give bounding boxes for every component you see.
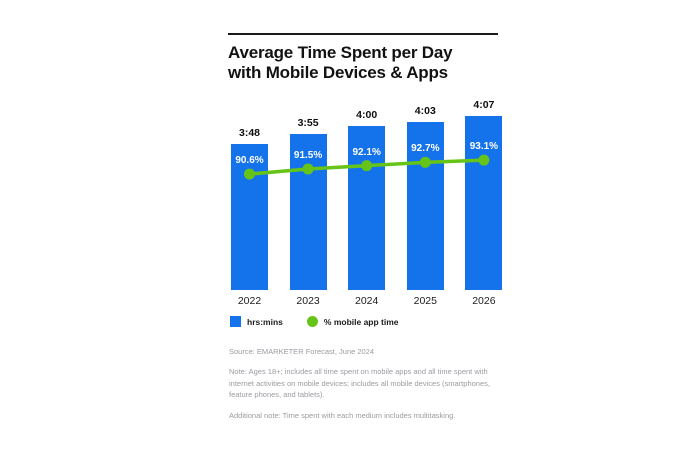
- x-tick-2024: 2024: [355, 295, 379, 307]
- line-dot-2022: [244, 168, 255, 180]
- x-tick-2026: 2026: [472, 295, 496, 307]
- bar-value-label-2023: 3:55: [297, 116, 319, 129]
- legend-bar-label: hrs:mins: [247, 316, 283, 327]
- pct-label-2022: 90.6%: [235, 155, 264, 167]
- source-note: Source: EMARKETER Forecast, June 2024: [229, 347, 375, 356]
- pct-label-2023: 91.5%: [293, 150, 323, 162]
- bar-value-label-2026: 4:07: [473, 99, 495, 111]
- bar-2024: [348, 126, 386, 290]
- bar-2026: [465, 116, 503, 290]
- x-tick-2023: 2023: [296, 295, 320, 307]
- pct-label-2026: 93.1%: [469, 141, 499, 153]
- pct-label-2025: 92.7%: [411, 143, 440, 155]
- line-dot-2025: [419, 156, 431, 168]
- bar-value-label-2022: 3:48: [238, 127, 260, 139]
- legend-bar-swatch: [230, 316, 241, 327]
- chart-title-line2: with Mobile Devices & Apps: [228, 63, 448, 82]
- bar-2025: [406, 121, 444, 290]
- bar-value-label-2024: 4:00: [356, 109, 378, 122]
- x-axis: 2022 2023 2024 2025 2026: [228, 295, 502, 309]
- trend-line-layer: [244, 154, 490, 180]
- legend-line-swatch: [306, 316, 318, 327]
- title-rule: [228, 33, 498, 35]
- additional-note: Additional note: Time spent with each me…: [229, 411, 456, 420]
- line-dot-2026: [478, 154, 490, 166]
- chart-title-line1: Average Time Spent per Day: [228, 43, 453, 62]
- pct-label-2024: 92.1%: [352, 146, 381, 158]
- chart-card: Average Time Spent per Day with Mobile D…: [228, 33, 503, 433]
- x-tick-2022: 2022: [237, 295, 262, 307]
- plot-area: 3:48 90.6% 3:55 91.5% 4:00 92.1% 4:03 92.7% 4:07…: [228, 95, 503, 290]
- line-dot-2023: [302, 163, 314, 175]
- bar-value-label-2025: 4:03: [414, 104, 436, 117]
- chart-title: Average Time Spent per Day with Mobile D…: [228, 43, 502, 83]
- x-tick-2025: 2025: [413, 295, 437, 307]
- bar-2023: [289, 133, 327, 290]
- legend: hrs:mins % mobile app time: [230, 316, 399, 327]
- methodology-note: Note: Ages 18+; includes all time spent …: [229, 367, 490, 399]
- line-dot-2024: [361, 160, 373, 172]
- legend-line-label: % mobile app time: [323, 316, 399, 327]
- bar-2022: [231, 144, 268, 290]
